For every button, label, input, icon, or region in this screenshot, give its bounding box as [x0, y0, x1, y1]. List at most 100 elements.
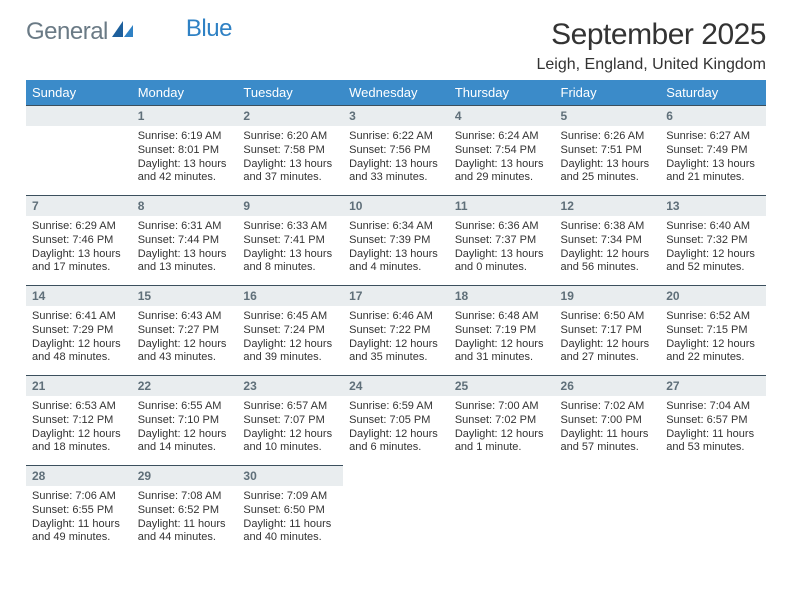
sunrise-line: Sunrise: 7:06 AM [32, 490, 126, 504]
calendar-day-cell: 25Sunrise: 7:00 AMSunset: 7:02 PMDayligh… [449, 375, 555, 465]
sunrise-line: Sunrise: 6:19 AM [138, 130, 232, 144]
sunset-line: Sunset: 7:10 PM [138, 414, 232, 428]
sunrise-line: Sunrise: 6:46 AM [349, 310, 443, 324]
day-number: 21 [26, 375, 132, 396]
sunrise-line: Sunrise: 6:52 AM [666, 310, 760, 324]
calendar-day-cell: 8Sunrise: 6:31 AMSunset: 7:44 PMDaylight… [132, 195, 238, 285]
daylight-line: Daylight: 12 hours and 27 minutes. [561, 338, 655, 366]
daylight-line: Daylight: 12 hours and 39 minutes. [243, 338, 337, 366]
day-number: 29 [132, 465, 238, 486]
calendar-day-cell: 17Sunrise: 6:46 AMSunset: 7:22 PMDayligh… [343, 285, 449, 375]
sunrise-line: Sunrise: 6:29 AM [32, 220, 126, 234]
calendar-day-cell [26, 105, 132, 195]
daylight-line: Daylight: 12 hours and 56 minutes. [561, 248, 655, 276]
calendar-day-cell: 13Sunrise: 6:40 AMSunset: 7:32 PMDayligh… [660, 195, 766, 285]
daylight-line: Daylight: 12 hours and 18 minutes. [32, 428, 126, 456]
month-title: September 2025 [537, 18, 767, 52]
calendar-day-cell: 7Sunrise: 6:29 AMSunset: 7:46 PMDaylight… [26, 195, 132, 285]
day-number: 23 [237, 375, 343, 396]
day-number: 19 [555, 285, 661, 306]
sunset-line: Sunset: 7:32 PM [666, 234, 760, 248]
day-details: Sunrise: 6:24 AMSunset: 7:54 PMDaylight:… [449, 126, 555, 195]
calendar-week-row: 1 Sunrise: 6:19 AMSunset: 8:01 PM Daylight… [26, 105, 766, 195]
day-details: Sunrise: 6:26 AMSunset: 7:51 PMDaylight:… [555, 126, 661, 195]
day-number: 14 [26, 285, 132, 306]
day-number: 20 [660, 285, 766, 306]
calendar-day-cell: 28Sunrise: 7:06 AMSunset: 6:55 PMDayligh… [26, 465, 132, 555]
day-number: 24 [343, 375, 449, 396]
sunset-line: Sunset: 7:39 PM [349, 234, 443, 248]
dow-thursday: Thursday [449, 80, 555, 105]
day-details: Sunrise: 7:04 AMSunset: 6:57 PMDaylight:… [660, 396, 766, 465]
sunrise-line: Sunrise: 7:02 AM [561, 400, 655, 414]
day-details: Sunrise: 6:22 AMSunset: 7:56 PMDaylight:… [343, 126, 449, 195]
daylight-line: Daylight: 12 hours and 6 minutes. [349, 428, 443, 456]
day-details: Sunrise: 6:59 AMSunset: 7:05 PMDaylight:… [343, 396, 449, 465]
day-number [660, 465, 766, 485]
location-line: Leigh, England, United Kingdom [537, 56, 767, 74]
sunrise-line: Sunrise: 6:45 AM [243, 310, 337, 324]
calendar-day-cell: 26Sunrise: 7:02 AMSunset: 7:00 PMDayligh… [555, 375, 661, 465]
calendar-day-cell: 11Sunrise: 6:36 AMSunset: 7:37 PMDayligh… [449, 195, 555, 285]
sunset-line: Sunset: 8:01 PM [138, 144, 232, 158]
sunset-line: Sunset: 6:50 PM [243, 504, 337, 518]
day-number: 30 [237, 465, 343, 486]
dow-saturday: Saturday [660, 80, 766, 105]
calendar-day-cell: 21Sunrise: 6:53 AMSunset: 7:12 PMDayligh… [26, 375, 132, 465]
page-header: General Blue September 2025 Leigh, Engla… [26, 18, 766, 74]
daylight-line: Daylight: 12 hours and 14 minutes. [138, 428, 232, 456]
sunrise-line: Sunrise: 6:57 AM [243, 400, 337, 414]
dow-wednesday: Wednesday [343, 80, 449, 105]
sunset-line: Sunset: 7:00 PM [561, 414, 655, 428]
day-number: 6 [660, 105, 766, 126]
sunrise-line: Sunrise: 6:33 AM [243, 220, 337, 234]
sunrise-line: Sunrise: 7:00 AM [455, 400, 549, 414]
daylight-line: Daylight: 11 hours and 57 minutes. [561, 428, 655, 456]
day-details: Sunrise: 7:00 AMSunset: 7:02 PMDaylight:… [449, 396, 555, 465]
calendar-day-cell: 14Sunrise: 6:41 AMSunset: 7:29 PMDayligh… [26, 285, 132, 375]
sunrise-line: Sunrise: 6:59 AM [349, 400, 443, 414]
calendar-week-row: 14Sunrise: 6:41 AMSunset: 7:29 PMDayligh… [26, 285, 766, 375]
sunset-line: Sunset: 7:34 PM [561, 234, 655, 248]
day-number: 17 [343, 285, 449, 306]
sunset-line: Sunset: 7:22 PM [349, 324, 443, 338]
sunrise-line: Sunrise: 7:08 AM [138, 490, 232, 504]
calendar-day-cell: 24Sunrise: 6:59 AMSunset: 7:05 PMDayligh… [343, 375, 449, 465]
day-number: 10 [343, 195, 449, 216]
sunset-line: Sunset: 7:05 PM [349, 414, 443, 428]
sunset-line: Sunset: 7:49 PM [666, 144, 760, 158]
day-number: 1 [132, 105, 238, 126]
daylight-line: Daylight: 12 hours and 48 minutes. [32, 338, 126, 366]
sunset-line: Sunset: 7:29 PM [32, 324, 126, 338]
daylight-line: Daylight: 13 hours and 25 minutes. [561, 158, 655, 186]
daylight-line: Daylight: 12 hours and 52 minutes. [666, 248, 760, 276]
calendar-day-cell: 29Sunrise: 7:08 AMSunset: 6:52 PMDayligh… [132, 465, 238, 555]
daylight-line: Daylight: 13 hours and 0 minutes. [455, 248, 549, 276]
daylight-line: Daylight: 13 hours and 37 minutes. [243, 158, 337, 186]
sunrise-line: Sunrise: 6:27 AM [666, 130, 760, 144]
day-details: Sunrise: 6:38 AMSunset: 7:34 PMDaylight:… [555, 216, 661, 285]
daylight-line: Daylight: 12 hours and 43 minutes. [138, 338, 232, 366]
sunset-line: Sunset: 7:24 PM [243, 324, 337, 338]
daylight-line: Daylight: 13 hours and 4 minutes. [349, 248, 443, 276]
title-block: September 2025 Leigh, England, United Ki… [537, 18, 767, 74]
day-number: 5 [555, 105, 661, 126]
calendar-page: General Blue September 2025 Leigh, Engla… [0, 0, 792, 612]
sunrise-line: Sunrise: 6:38 AM [561, 220, 655, 234]
daylight-line: Daylight: 13 hours and 17 minutes. [32, 248, 126, 276]
calendar-day-cell: 6Sunrise: 6:27 AMSunset: 7:49 PMDaylight… [660, 105, 766, 195]
day-details: Sunrise: 7:06 AMSunset: 6:55 PMDaylight:… [26, 486, 132, 555]
day-details: Sunrise: 6:45 AMSunset: 7:24 PMDaylight:… [237, 306, 343, 375]
dow-monday: Monday [132, 80, 238, 105]
day-number: 12 [555, 195, 661, 216]
sunrise-line: Sunrise: 6:31 AM [138, 220, 232, 234]
dow-tuesday: Tuesday [237, 80, 343, 105]
sunrise-line: Sunrise: 6:43 AM [138, 310, 232, 324]
sunset-line: Sunset: 7:37 PM [455, 234, 549, 248]
calendar-day-cell: 5Sunrise: 6:26 AMSunset: 7:51 PMDaylight… [555, 105, 661, 195]
sunrise-line: Sunrise: 6:24 AM [455, 130, 549, 144]
sunrise-line: Sunrise: 6:55 AM [138, 400, 232, 414]
daylight-line: Daylight: 12 hours and 1 minute. [455, 428, 549, 456]
calendar-day-cell [343, 465, 449, 555]
sunrise-line: Sunrise: 7:09 AM [243, 490, 337, 504]
